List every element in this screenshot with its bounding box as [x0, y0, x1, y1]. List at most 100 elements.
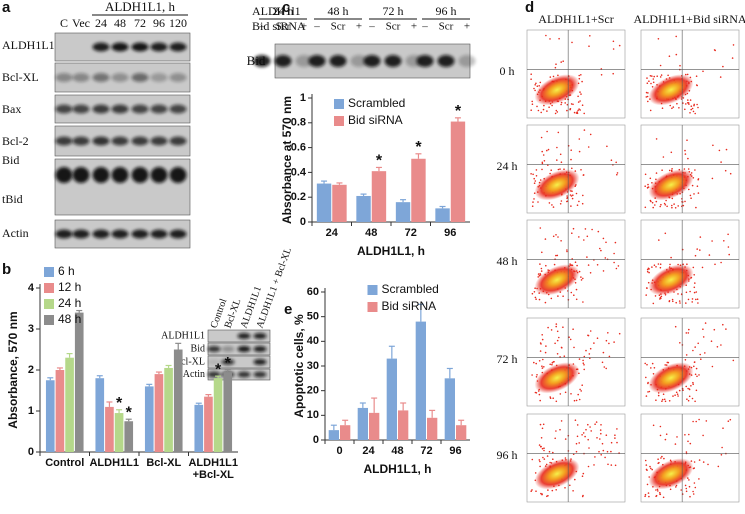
flow-event [646, 95, 649, 98]
bar [194, 404, 204, 452]
flow-event [698, 374, 700, 376]
blot-band [111, 104, 129, 114]
flow-event [699, 236, 702, 238]
flow-event [575, 442, 578, 445]
flow-event [689, 194, 692, 197]
flow-event [535, 490, 537, 493]
flow-event [659, 491, 661, 494]
flow-event [605, 434, 608, 437]
flow-event [696, 248, 698, 250]
flow-event [541, 447, 544, 450]
flow-event [601, 442, 604, 445]
x-tick-label: 0 [336, 445, 343, 457]
flow-event [693, 286, 696, 289]
flow-event [540, 445, 542, 448]
flow-event [536, 105, 538, 108]
flow-event [606, 145, 608, 148]
flow-event [687, 387, 689, 390]
flow-event [575, 288, 578, 291]
lane-label: Scr [439, 21, 454, 33]
blot-band [253, 346, 267, 352]
flow-event [578, 358, 581, 360]
flow-event [702, 461, 705, 463]
flow-event [671, 107, 673, 110]
blot-band [131, 73, 149, 82]
flow-event [552, 361, 555, 363]
flow-event [717, 465, 720, 468]
flow-event [686, 139, 688, 141]
flow-event [677, 205, 679, 207]
lane-label: – [421, 21, 428, 33]
flow-event [551, 204, 553, 206]
flow-event [569, 194, 572, 196]
flow-event [540, 111, 542, 114]
flow-event [645, 96, 648, 98]
bar [45, 380, 55, 452]
flow-event [550, 329, 553, 331]
flow-event [559, 153, 562, 156]
y-tick-label: 4 [28, 282, 35, 294]
flow-event [578, 138, 581, 140]
flow-event [647, 382, 649, 385]
flow-event [658, 461, 660, 464]
flow-event [652, 424, 655, 427]
flow-event [597, 230, 600, 233]
flow-event [546, 455, 549, 457]
flow-event [693, 274, 695, 276]
flow-event [531, 103, 534, 105]
flow-event [610, 159, 613, 161]
flow-event [645, 395, 648, 397]
flow-event [583, 368, 585, 371]
flow-event [574, 478, 576, 481]
row-label: 72 h [497, 352, 518, 366]
blot-band [350, 55, 368, 67]
lane-label: Scr [331, 21, 346, 33]
lane-label: – [368, 21, 375, 33]
flow-event [616, 172, 619, 174]
flow-event [582, 359, 584, 362]
bar [55, 370, 65, 452]
flow-event [543, 366, 545, 368]
flow-event [725, 148, 728, 151]
flow-event [570, 149, 572, 151]
flow-event [606, 450, 609, 453]
flow-event [532, 173, 534, 176]
flow-event [690, 108, 692, 111]
flow-event [702, 336, 705, 338]
flow-event [685, 291, 688, 294]
flow-event [645, 294, 647, 296]
flow-event [549, 363, 551, 366]
blot-header: ALDH1L1, h [105, 0, 176, 14]
flow-event [556, 339, 559, 342]
flow-event [651, 201, 654, 204]
flow-event [685, 451, 688, 453]
flow-event [660, 74, 663, 76]
flow-event [573, 399, 576, 402]
flow-event [536, 85, 539, 87]
significance-mark: * [455, 103, 462, 120]
bar [369, 412, 380, 440]
flow-event [535, 175, 538, 177]
blot-band [150, 136, 168, 146]
y-tick-label: 0 [28, 446, 34, 458]
flow-event [647, 92, 649, 94]
flow-event [657, 394, 660, 397]
flow-event [684, 149, 686, 152]
flow-event [685, 332, 688, 334]
lane-label: Scr [386, 21, 401, 33]
lane-label: 120 [169, 16, 187, 30]
flow-event [698, 418, 700, 421]
flow-event [566, 200, 568, 203]
flow-event [552, 75, 555, 78]
flow-event [671, 204, 673, 207]
flow-event [671, 168, 673, 170]
flow-event [698, 478, 700, 480]
legend-label: 48 h [58, 312, 81, 326]
flow-event [667, 74, 669, 77]
bar [114, 413, 124, 452]
flow-event [585, 428, 587, 431]
blot-band [131, 229, 149, 239]
flow-event [539, 81, 542, 84]
flow-event [541, 162, 544, 165]
flow-event [575, 192, 578, 195]
